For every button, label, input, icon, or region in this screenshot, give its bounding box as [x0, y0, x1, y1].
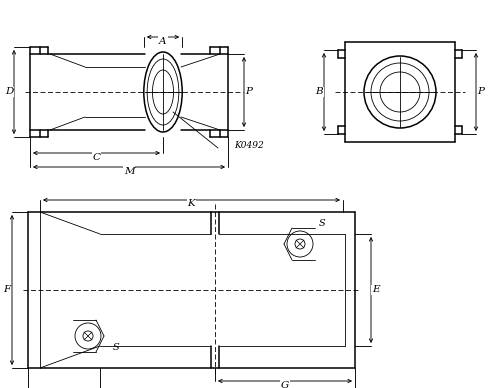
Text: D: D [5, 88, 13, 97]
Text: P: P [246, 88, 252, 97]
Text: P: P [478, 88, 484, 97]
Text: K0492: K0492 [234, 142, 264, 151]
Text: S: S [112, 343, 119, 353]
Text: A: A [159, 36, 167, 45]
Text: K: K [188, 199, 196, 208]
Text: E: E [372, 286, 380, 294]
Text: B: B [315, 88, 323, 97]
Text: M: M [124, 166, 134, 175]
Text: F: F [4, 286, 10, 294]
Text: S: S [318, 220, 326, 229]
Text: C: C [92, 152, 100, 161]
Text: G: G [281, 381, 289, 388]
